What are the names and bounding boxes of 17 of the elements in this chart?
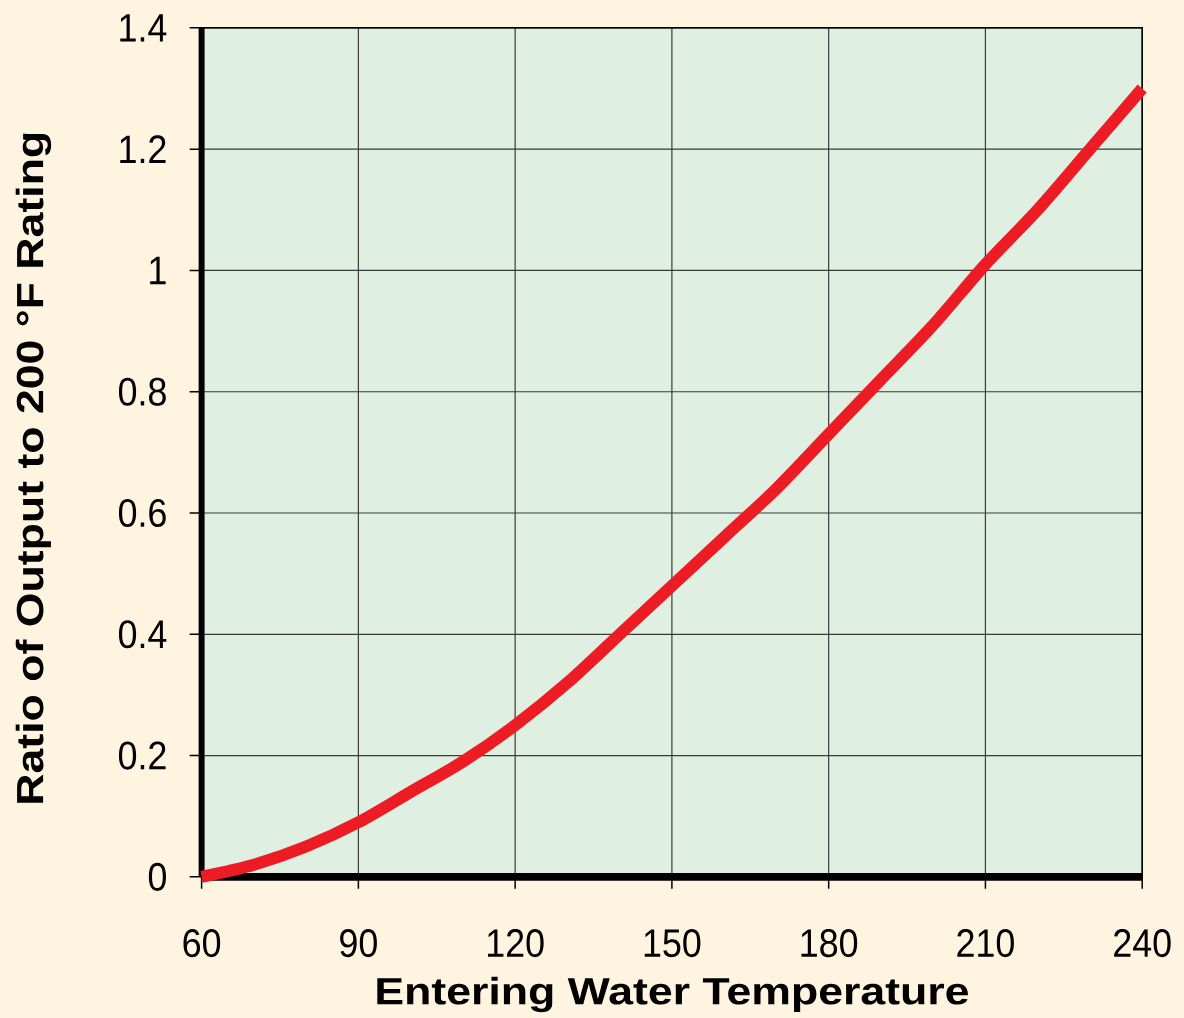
- y-axis-title: Ratio of Output to 200 °F Rating: [15, 133, 52, 803]
- x-tick-label: 180: [801, 928, 858, 958]
- y-tick-label: 1.4: [120, 14, 167, 42]
- x-tick-label: 150: [644, 928, 701, 958]
- y-tick-label: 0.6: [118, 498, 166, 527]
- y-tick-label: 0: [148, 862, 166, 891]
- x-tick-label: 240: [1114, 928, 1171, 958]
- y-tick-label: 1.2: [120, 135, 166, 163]
- y-tick-label: 0.2: [118, 741, 166, 770]
- x-axis-title: Entering Water Temperature: [377, 976, 968, 1013]
- y-tick-label: 1: [150, 256, 166, 285]
- x-tick-label: 90: [340, 928, 377, 958]
- x-tick-label: 60: [183, 928, 221, 958]
- y-tick-label: 0.4: [118, 620, 167, 649]
- x-tick-label: 210: [957, 928, 1014, 958]
- x-tick-label: 120: [487, 928, 544, 958]
- y-tick-label: 0.8: [118, 377, 166, 406]
